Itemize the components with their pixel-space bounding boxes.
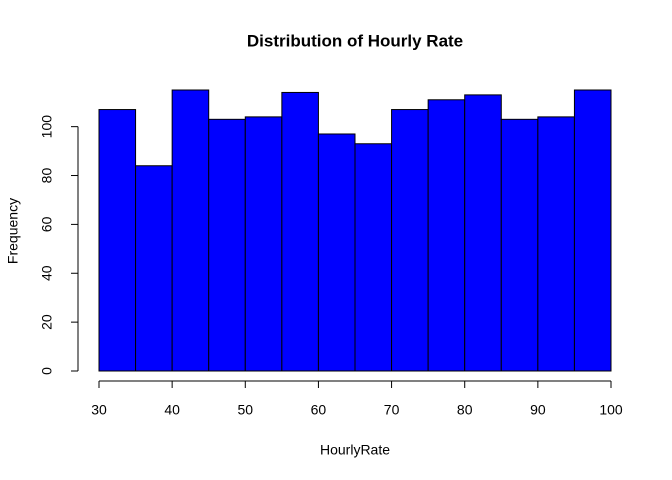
- y-tick-label: 20: [39, 314, 55, 330]
- y-axis-label: Frequency: [5, 198, 21, 264]
- bar: [317, 133, 356, 372]
- y-tick-label: 80: [39, 168, 55, 184]
- bar: [281, 91, 319, 372]
- bar: [98, 109, 137, 372]
- bar: [244, 116, 283, 372]
- y-tick-label: 0: [39, 367, 55, 375]
- x-tick-label: 80: [457, 402, 473, 418]
- x-tick-label: 90: [530, 402, 546, 418]
- bar: [391, 109, 429, 372]
- x-tick-label: 40: [164, 402, 180, 418]
- x-tick-label: 100: [599, 402, 623, 418]
- x-tick-label: 60: [311, 402, 327, 418]
- bar: [427, 99, 466, 372]
- bar: [500, 118, 539, 372]
- bar: [135, 165, 173, 372]
- y-tick-label: 100: [39, 115, 55, 139]
- x-tick-label: 30: [91, 402, 107, 418]
- y-tick-label: 60: [39, 216, 55, 232]
- x-axis-label: HourlyRate: [320, 442, 390, 458]
- bar: [171, 89, 210, 372]
- bar: [573, 89, 612, 372]
- y-tick-label: 40: [39, 265, 55, 281]
- bar: [537, 116, 575, 372]
- x-tick-label: 50: [237, 402, 253, 418]
- bar: [208, 118, 246, 372]
- bar: [354, 143, 393, 372]
- x-tick-label: 70: [384, 402, 400, 418]
- bar: [464, 94, 502, 372]
- chart-title: Distribution of Hourly Rate: [247, 31, 463, 50]
